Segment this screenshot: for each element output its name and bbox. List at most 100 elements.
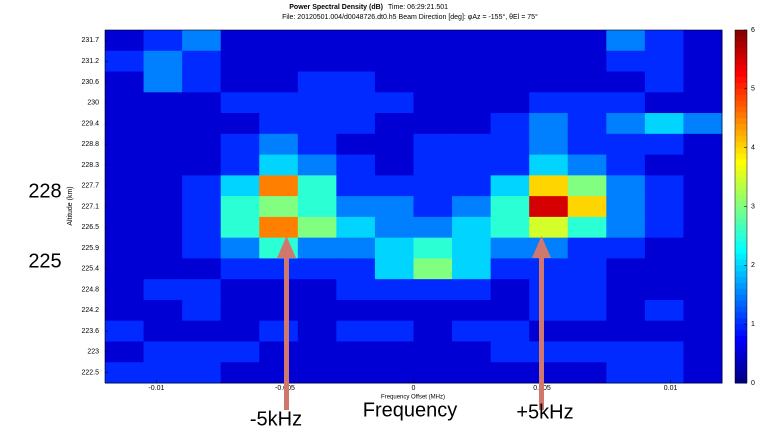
heat-cell	[105, 92, 145, 114]
heat-cell	[452, 30, 492, 52]
colorbar-step	[735, 188, 747, 196]
colorbar-step	[735, 100, 747, 107]
heat-cell	[452, 258, 492, 280]
colorbar-step	[735, 30, 747, 37]
heat-cell	[259, 154, 299, 176]
heat-cell	[259, 258, 299, 280]
colorbar-step	[735, 318, 747, 325]
heat-cell	[297, 299, 337, 322]
colorbar-step	[735, 230, 747, 237]
heat-cell	[336, 71, 376, 93]
heat-cell	[143, 216, 183, 239]
heat-cell	[105, 320, 145, 342]
heat-cell	[259, 30, 299, 52]
heat-cell	[182, 299, 222, 322]
heat-cell	[105, 50, 145, 73]
heat-cell	[452, 92, 492, 114]
heat-cell	[220, 175, 260, 197]
heat-cell	[220, 113, 260, 135]
heat-cell	[336, 258, 376, 280]
heat-cell	[336, 50, 376, 73]
colorbar-step	[735, 177, 747, 184]
colorbar-step	[735, 194, 747, 202]
annotation: 228	[28, 180, 61, 202]
heat-cell	[336, 216, 376, 239]
y-tick-label: 231.7	[81, 37, 99, 44]
heat-cell	[374, 362, 414, 384]
heat-cell	[220, 258, 260, 280]
heat-cell	[182, 237, 222, 259]
heat-cell	[143, 299, 183, 322]
heat-cell	[567, 341, 607, 363]
heat-cell	[105, 175, 145, 197]
y-tick-label: 227.1	[81, 203, 99, 210]
heat-cell	[413, 341, 453, 363]
heat-cell	[490, 216, 530, 239]
heat-cell	[297, 320, 337, 342]
heat-cell	[220, 30, 260, 52]
heat-cell	[413, 258, 453, 280]
heat-cell	[297, 92, 337, 114]
heat-cell	[490, 196, 530, 218]
heat-cell	[259, 216, 299, 239]
heat-cell	[297, 279, 337, 301]
heat-cell	[644, 133, 684, 156]
heat-cell	[683, 341, 723, 363]
y-tick-label: 229.4	[81, 120, 99, 127]
heat-cell	[413, 299, 453, 322]
heat-cell	[143, 71, 183, 93]
chart-time: Time: 06:29:21.501	[388, 4, 448, 11]
heat-cell	[143, 92, 183, 114]
colorbar-tick-label: 6	[751, 27, 755, 34]
heat-cell	[297, 133, 337, 156]
heat-cell	[529, 258, 569, 280]
heat-cell	[259, 299, 299, 322]
heat-cell	[490, 320, 530, 342]
colorbar-step	[735, 88, 747, 96]
heat-cell	[374, 154, 414, 176]
heat-cell	[182, 71, 222, 93]
heat-cell	[452, 154, 492, 176]
heat-cell	[490, 30, 530, 52]
heat-cell	[567, 299, 607, 322]
heat-cell	[529, 216, 569, 239]
colorbar-tick-label: 5	[751, 86, 755, 93]
colorbar-step	[735, 241, 747, 249]
heat-cell	[490, 154, 530, 176]
heat-cell	[143, 30, 183, 52]
heat-cell	[644, 279, 684, 301]
heat-cell	[297, 341, 337, 363]
heat-cell	[490, 299, 530, 322]
heat-cell	[297, 50, 337, 73]
colorbar-step	[735, 153, 747, 160]
heat-cell	[606, 258, 646, 280]
heat-cell	[182, 113, 222, 135]
heat-cell	[683, 154, 723, 176]
heat-cell	[336, 30, 376, 52]
heat-cell	[297, 362, 337, 384]
heat-cell	[567, 154, 607, 176]
colorbar-step	[735, 165, 747, 172]
colorbar-step	[735, 130, 747, 137]
heat-cell	[297, 237, 337, 259]
heat-cell	[297, 30, 337, 52]
colorbar-step	[735, 71, 747, 78]
y-tick-label: 230.6	[81, 79, 99, 86]
heat-cell	[105, 30, 145, 52]
heat-cell	[490, 237, 530, 259]
colorbar-step	[735, 377, 747, 384]
heat-cell	[374, 113, 414, 135]
colorbar-step	[735, 182, 747, 190]
colorbar-step	[735, 118, 747, 125]
heatmap	[105, 30, 723, 384]
heat-cell	[529, 175, 569, 197]
heat-cell	[336, 299, 376, 322]
heat-cell	[105, 279, 145, 301]
heat-cell	[606, 320, 646, 342]
heat-cell	[297, 175, 337, 197]
heat-cell	[259, 341, 299, 363]
y-tick-label: 224.8	[81, 286, 99, 293]
heat-cell	[182, 196, 222, 218]
heat-cell	[644, 237, 684, 259]
